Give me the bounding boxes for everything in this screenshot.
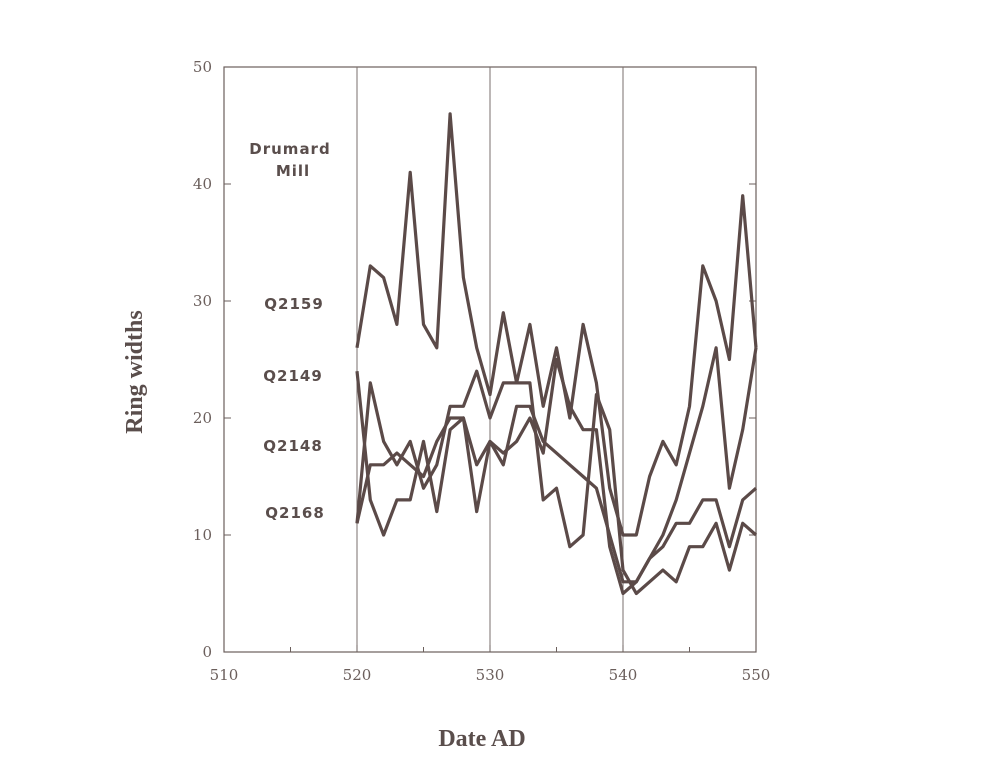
- y-tick-label: 30: [193, 292, 212, 310]
- series-line-q2149: [355, 346, 758, 584]
- x-tick-label: 510: [210, 666, 239, 684]
- series-label-q2168: Q2168: [265, 504, 325, 522]
- y-tick-label: 40: [193, 175, 212, 193]
- y-axis-title: Ring widths: [122, 310, 148, 433]
- x-tick-label: 540: [609, 666, 638, 684]
- y-tick-label: 50: [193, 58, 212, 76]
- series-line-q2159: [355, 112, 758, 537]
- y-tick-label: 20: [193, 409, 212, 427]
- y-tick-label: 10: [193, 526, 212, 544]
- annotation-line-1: Drumard: [249, 140, 330, 158]
- x-tick-label: 520: [343, 666, 372, 684]
- annotation-line-2: Mill: [276, 162, 310, 180]
- series-lines: [355, 112, 758, 596]
- series-label-q2148: Q2148: [263, 437, 323, 455]
- series-label-q2159: Q2159: [264, 295, 324, 313]
- gridlines: [356, 67, 624, 652]
- series-label-q2149: Q2149: [263, 367, 323, 385]
- y-tick-label: 0: [202, 643, 212, 661]
- series-line-q2168: [355, 357, 758, 596]
- x-axis-title: Date AD: [438, 726, 525, 752]
- x-tick-label: 550: [742, 666, 771, 684]
- axis-ticks: 0 10 20 30 40 50 510 520 530 540 550: [193, 58, 770, 684]
- series-line-q2148: [355, 369, 758, 596]
- x-tick-label: 530: [476, 666, 505, 684]
